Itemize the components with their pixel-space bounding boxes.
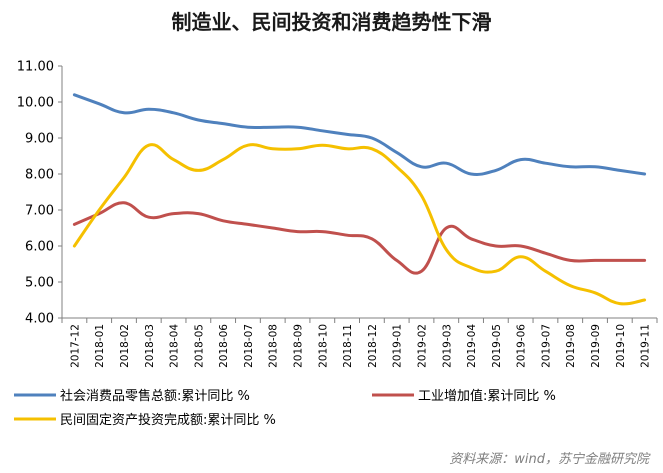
legend-label-1: 社会消费品零售总额:累计同比 % xyxy=(60,388,250,404)
x-tick-label: 2019-11 xyxy=(640,324,652,368)
x-tick-label: 2018-12 xyxy=(367,324,379,368)
x-tick-label: 2018-07 xyxy=(243,324,255,368)
y-axis: 11.00 10.00 9.00 8.00 7.00 6.00 5.00 4.00 xyxy=(17,60,63,327)
series-line-2 xyxy=(72,201,647,275)
y-tick-label: 8.00 xyxy=(25,168,54,183)
legend-label-3: 民间固定资产投资完成额:累计同比 % xyxy=(60,412,276,428)
series-lines xyxy=(72,93,647,306)
x-tick-label: 2019-09 xyxy=(590,324,602,368)
y-tick-label: 9.00 xyxy=(25,132,54,147)
y-tick-label: 6.00 xyxy=(25,240,54,255)
y-tick-label: 10.00 xyxy=(17,96,54,111)
x-tick-label: 2019-05 xyxy=(491,324,503,368)
x-tick-label: 2018-10 xyxy=(317,324,329,368)
x-tick-label: 2019-02 xyxy=(416,324,428,368)
x-tick-label: 2019-03 xyxy=(441,324,453,368)
legend: 社会消费品零售总额:累计同比 % 工业增加值:累计同比 % 民间固定资产投资完成额:… xyxy=(14,388,556,428)
x-tick-label: 2019-10 xyxy=(615,324,627,368)
x-tick-label: 2018-04 xyxy=(169,324,181,368)
x-tick-label: 2018-05 xyxy=(193,324,205,368)
series-line-1 xyxy=(72,93,647,176)
source-note: 资料来源：wind，苏宁金融研究院 xyxy=(449,452,649,467)
x-tick-label: 2019-01 xyxy=(392,324,404,368)
x-tick-label: 2018-06 xyxy=(218,324,230,368)
chart-title: 制造业、民间投资和消费趋势性下滑 xyxy=(171,10,492,34)
series-line-3 xyxy=(72,143,647,306)
x-tick-label: 2018-11 xyxy=(342,324,354,368)
x-tick-label: 2018-08 xyxy=(268,324,280,368)
x-tick-label: 2017-12 xyxy=(69,324,81,368)
x-tick-label: 2018-01 xyxy=(94,324,106,368)
y-tick-label: 4.00 xyxy=(25,312,54,327)
x-tick-label: 2019-07 xyxy=(540,324,552,368)
legend-label-2: 工业增加值:累计同比 % xyxy=(418,388,556,404)
y-tick-label: 5.00 xyxy=(25,276,54,291)
x-tick-label: 2019-04 xyxy=(466,324,478,368)
x-tick-label: 2019-06 xyxy=(516,324,528,368)
y-tick-label: 11.00 xyxy=(17,60,54,75)
x-axis: 2017-12 2018-01 2018-02 2018-03 2018-04 2018-… xyxy=(61,317,658,368)
x-tick-label: 2019-08 xyxy=(565,324,577,368)
x-tick-label: 2018-09 xyxy=(293,324,305,368)
x-tick-label: 2018-02 xyxy=(119,324,131,368)
y-tick-label: 7.00 xyxy=(25,204,54,219)
x-tick-label: 2018-03 xyxy=(144,324,156,368)
